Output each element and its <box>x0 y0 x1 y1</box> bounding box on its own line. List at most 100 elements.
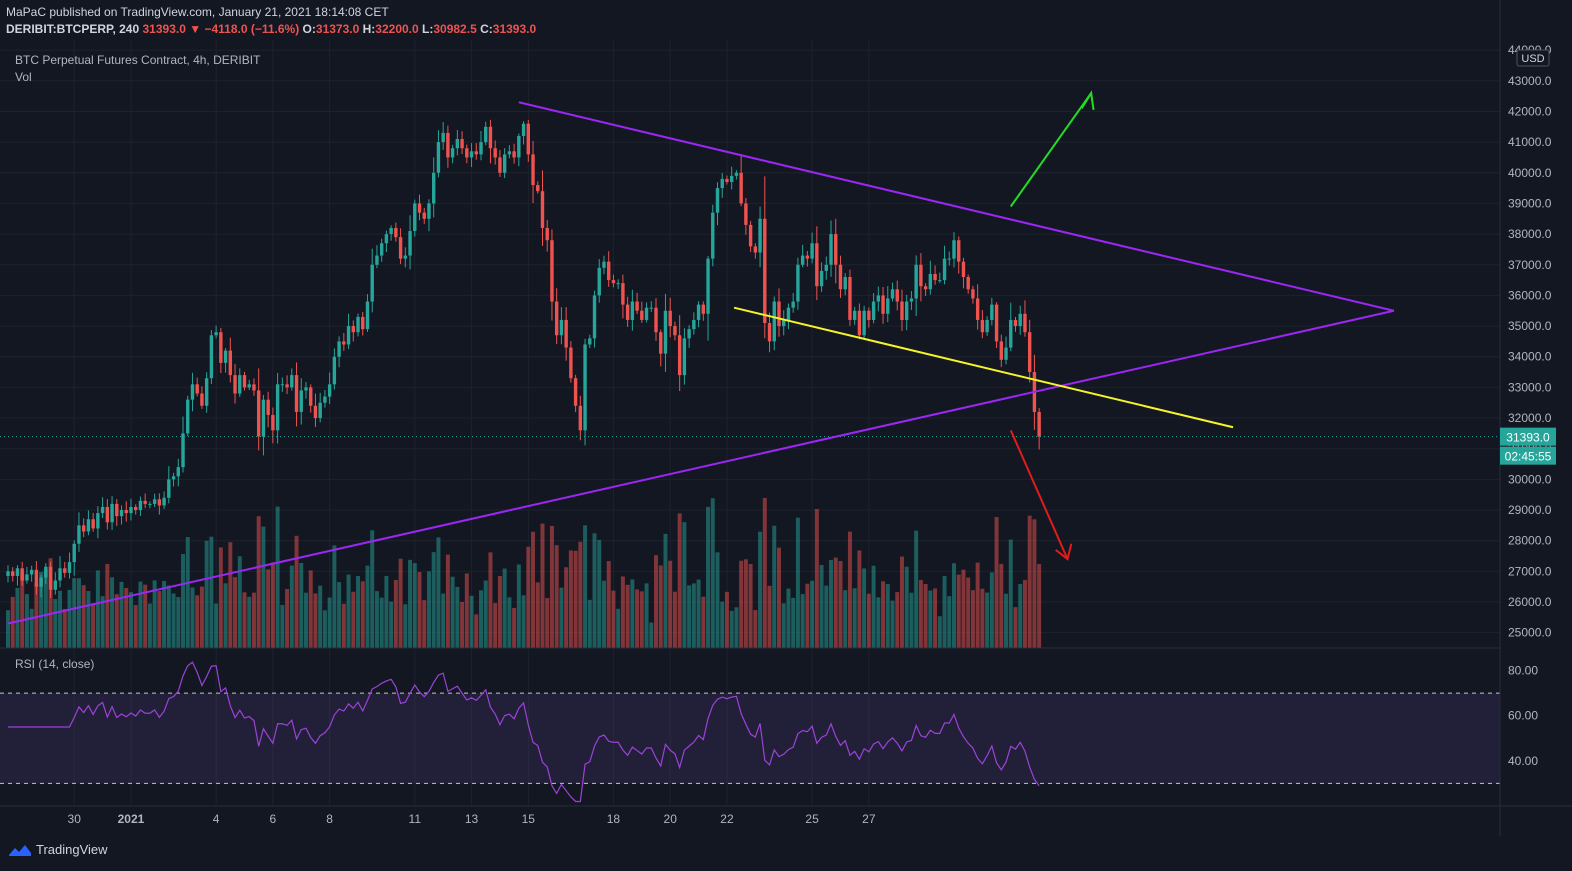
currency-label[interactable]: USD <box>1521 53 1544 65</box>
candle-body <box>644 307 649 320</box>
candle-body <box>488 126 493 149</box>
candle-body <box>115 503 119 517</box>
yellow-trendline[interactable] <box>733 306 1234 429</box>
volume-bar <box>578 541 583 648</box>
volume-bar <box>469 595 474 648</box>
volume-bar <box>360 581 365 648</box>
volume-bar <box>999 563 1004 648</box>
candle-body <box>990 304 994 320</box>
volume-bar <box>777 547 781 648</box>
candle-body <box>271 414 275 431</box>
volume-bar <box>843 590 848 648</box>
volume-bar <box>299 563 304 648</box>
candle-body <box>450 148 455 158</box>
candle-body <box>294 375 299 412</box>
candle-body <box>862 310 866 336</box>
volume-bar <box>805 583 810 648</box>
candle-body <box>701 304 706 314</box>
candle-body <box>786 307 791 320</box>
candle-body <box>824 264 828 271</box>
candle-body <box>138 500 143 511</box>
candle-body <box>545 227 549 241</box>
drawings[interactable] <box>0 90 1500 625</box>
volume-bar <box>110 577 115 648</box>
candle-body <box>327 384 332 397</box>
candle-body <box>1027 332 1032 373</box>
volume-bar <box>483 580 488 648</box>
price-tick-label: 40000.0 <box>1508 166 1552 180</box>
candle-body <box>744 203 748 225</box>
volume-bar <box>682 522 687 648</box>
volume-bar <box>729 610 734 648</box>
volume-bar <box>895 592 900 648</box>
symmetrical-triangle[interactable] <box>7 101 1395 625</box>
tradingview-brand[interactable]: TradingView <box>8 842 108 857</box>
candle-body <box>767 323 772 342</box>
publisher-line: MaPaC published on TradingView.com, Janu… <box>6 5 389 19</box>
volume-bar <box>181 554 185 648</box>
volume-bar <box>899 556 904 648</box>
volume-bar <box>814 508 819 648</box>
volume-bar <box>62 608 67 648</box>
volume-bar <box>275 506 280 648</box>
candle-body <box>96 513 100 529</box>
volume-bar <box>791 597 796 648</box>
bullish-arrow[interactable] <box>1009 92 1092 208</box>
volume-bar <box>1004 593 1009 648</box>
volume-bar <box>242 592 247 648</box>
candle-body <box>682 338 687 376</box>
volume-bar <box>417 572 422 648</box>
volume-bar <box>966 577 971 648</box>
time-tick-label: 30 <box>68 812 82 826</box>
time-tick-label: 22 <box>720 812 734 826</box>
volume-bar <box>512 607 517 648</box>
open-label: O: <box>302 22 316 36</box>
volume-bar <box>838 561 843 648</box>
volume-bar <box>952 563 956 648</box>
volume-bar <box>852 588 857 648</box>
rsi-legend[interactable]: RSI (14, close) <box>15 657 95 671</box>
volume-bar <box>228 542 233 648</box>
candle-body <box>20 568 24 581</box>
volume-bar <box>970 590 975 648</box>
candle-body <box>550 240 554 302</box>
currency-box[interactable] <box>1516 49 1550 67</box>
candle-body <box>900 301 904 320</box>
chart-legend-title[interactable]: BTC Perpetual Futures Contract, 4h, DERI… <box>15 53 261 67</box>
volume-bar <box>531 531 536 648</box>
volume-bar <box>436 537 441 648</box>
countdown-badge-text: 02:45:55 <box>1505 450 1552 464</box>
volume-bar <box>1008 539 1013 648</box>
candle-body <box>961 261 966 278</box>
volume-bar <box>337 582 342 648</box>
candle-body <box>597 267 601 296</box>
volume-bar <box>474 614 479 648</box>
close-value: 31393.0 <box>492 22 537 36</box>
candle-body <box>1013 319 1018 327</box>
candle-body <box>498 157 502 173</box>
volume-bar <box>942 576 947 648</box>
volume-bar <box>422 600 427 648</box>
volume-bar <box>502 568 507 648</box>
volume-bar <box>445 554 450 648</box>
volume-bar <box>346 574 351 648</box>
low-label: L: <box>422 22 434 36</box>
candle-body <box>318 402 322 419</box>
volume-bar <box>308 570 313 648</box>
candle-body <box>512 151 516 158</box>
candle-body <box>403 255 408 259</box>
symbol-interval[interactable]: DERIBIT:BTCPERP, 240 <box>6 22 140 36</box>
candle-body <box>616 283 620 285</box>
candle-body <box>167 479 171 498</box>
volume-bar <box>370 530 375 648</box>
volume-bar <box>393 579 398 648</box>
candle-body <box>659 332 663 354</box>
candle-body <box>408 231 412 256</box>
volume-bar <box>649 622 654 648</box>
volume-legend[interactable]: Vol <box>15 70 32 84</box>
volume-bars <box>6 498 1042 648</box>
volume-bar <box>157 591 162 648</box>
bearish-arrow[interactable] <box>1009 429 1069 560</box>
time-tick-label: 27 <box>862 812 876 826</box>
